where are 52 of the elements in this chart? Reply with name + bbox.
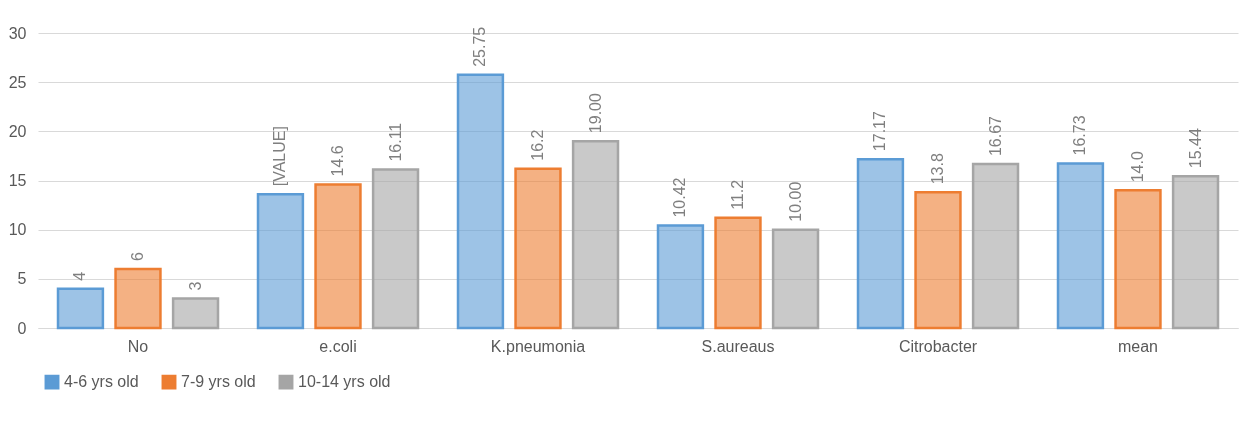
legend-label: 4-6 yrs old [64,373,139,391]
y-tick-label: 15 [8,172,27,189]
bar [656,224,705,330]
x-tick-label: K.pneumonia [490,337,586,355]
bar [514,167,562,330]
data-label: 10.00 [786,181,804,222]
data-label: 6 [129,252,146,261]
bar [1171,174,1220,330]
bar [714,216,762,330]
y-tick-label: 25 [8,73,27,91]
bar [971,162,1020,330]
data-label: 3 [186,281,204,291]
data-label: 14.0 [1129,151,1146,183]
bar [371,168,420,330]
bar [171,297,220,330]
bar [856,157,905,330]
data-label: 10.42 [671,177,689,218]
bar [771,228,820,330]
data-label: 11.2 [729,179,746,210]
bar [114,267,162,330]
data-label: 16.67 [986,115,1004,157]
data-label: 13.8 [929,153,946,185]
legend-label: 10-14 yrs old [298,373,391,391]
x-tick-label: mean [1117,337,1159,355]
y-tick-label: 0 [17,319,27,337]
data-label: 19.00 [586,93,604,134]
legend-label: 7-9 yrs old [181,373,256,391]
x-tick-label: Citrobacter [898,337,978,355]
bar [914,191,962,330]
data-label: [VALUE] [271,126,289,187]
data-label: 25.75 [471,26,489,67]
x-tick-label: No [127,337,149,355]
data-label: 16.11 [386,122,404,162]
bar [1114,189,1162,330]
data-label: 15.44 [1186,128,1204,169]
bar [571,139,620,330]
data-label: 14.6 [329,145,346,177]
data-label: 16.73 [1071,115,1089,156]
bar [56,287,105,330]
y-tick-label: 20 [8,122,27,140]
x-tick-label: e.coli [319,337,357,355]
y-tick-label: 30 [8,24,27,42]
y-tick-label: 5 [17,270,27,288]
data-label: 16.2 [529,129,546,161]
x-tick-label: S.aureaus [701,337,775,355]
data-label: 17.17 [871,111,889,152]
bar [1056,162,1105,330]
bar [256,193,305,330]
bar [314,183,362,330]
y-tick-label: 10 [8,221,27,239]
bar [456,73,505,330]
data-label: 4 [71,271,89,281]
